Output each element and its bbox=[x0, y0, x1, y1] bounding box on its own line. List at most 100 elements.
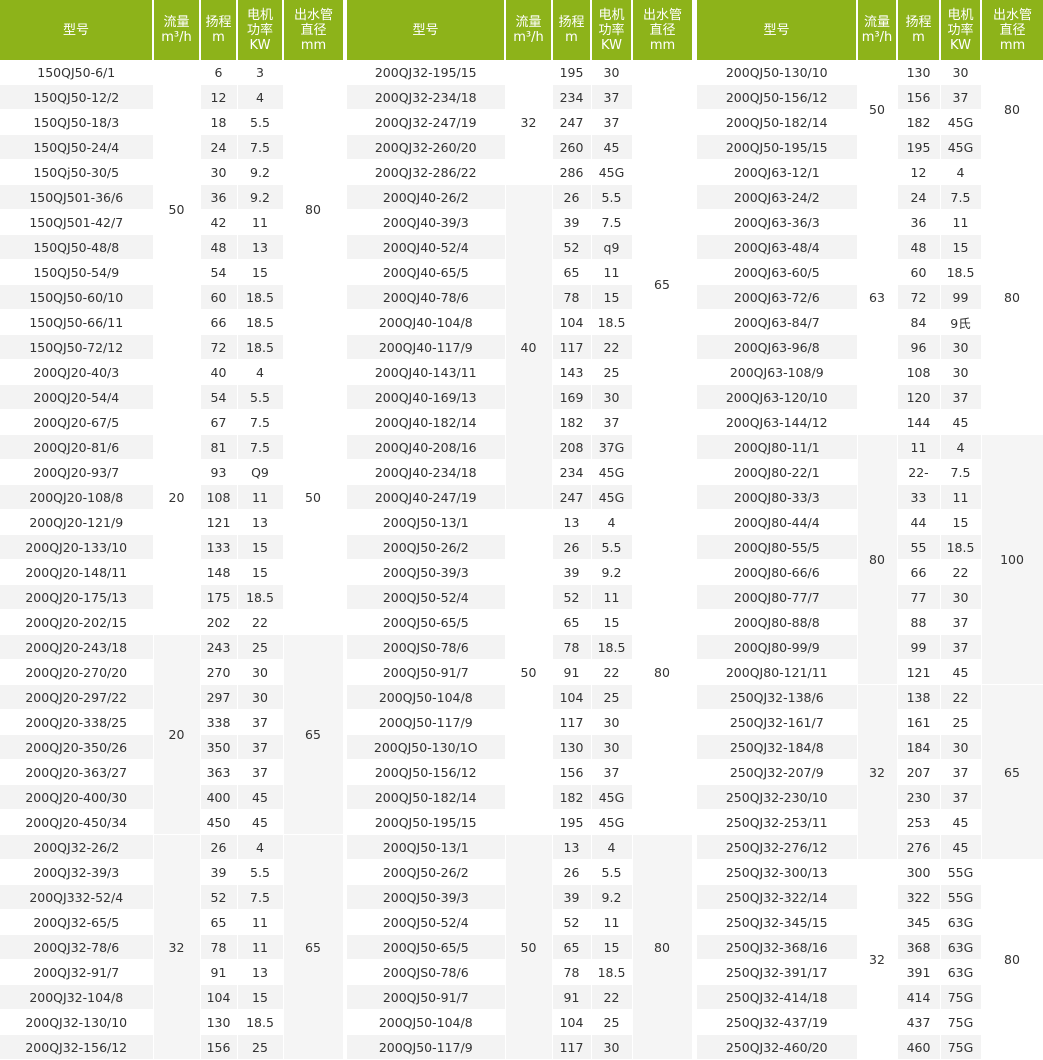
table-row: 200QJ50-104/8 104 25 bbox=[347, 684, 692, 710]
power-cell: 7.5 bbox=[237, 884, 284, 910]
head-cell: 12 bbox=[200, 84, 238, 110]
power-cell: 9.2 bbox=[237, 184, 284, 210]
head-cell: 108 bbox=[897, 359, 941, 385]
head-cell: 39 bbox=[200, 859, 238, 885]
power-cell: 45G bbox=[591, 809, 633, 835]
head-cell: 130 bbox=[552, 734, 592, 760]
model-cell: 200QJ50-65/5 bbox=[347, 609, 506, 635]
table-row: 200QJ63-60/5 60 18.5 bbox=[697, 259, 1043, 285]
table-row: 250QJ32-230/10 230 37 bbox=[697, 784, 1043, 810]
table-row: 200QJ40-143/11 143 25 bbox=[347, 359, 692, 385]
power-cell: 5.5 bbox=[591, 184, 633, 210]
power-cell: 18.5 bbox=[237, 309, 284, 335]
header-outlet-line: 直径 bbox=[999, 22, 1026, 38]
head-cell: 60 bbox=[200, 284, 238, 310]
table-row: 200QJ63-12/1 63 12 4 80 bbox=[697, 159, 1043, 435]
power-cell: 45G bbox=[940, 134, 982, 160]
model-cell: 150QJ50-12/2 bbox=[0, 84, 154, 110]
table-row: 200QJ20-243/18 20 243 25 65 bbox=[0, 634, 344, 835]
model-cell: 200QJ50-104/8 bbox=[347, 684, 506, 710]
head-cell: 297 bbox=[200, 684, 238, 710]
model-cell: 200QJ50-52/4 bbox=[347, 584, 506, 610]
model-cell: 200QJ32-65/5 bbox=[0, 909, 154, 935]
model-cell: 150QJ501-36/6 bbox=[0, 184, 154, 210]
model-cell: 200QJ20-54/4 bbox=[0, 384, 154, 410]
table-row: 200QJ63-96/8 96 30 bbox=[697, 334, 1043, 360]
model-cell: 150QJ50-18/3 bbox=[0, 109, 154, 135]
model-cell: 200QJ50-52/4 bbox=[347, 909, 506, 935]
model-cell: 200QJ40-169/13 bbox=[347, 384, 506, 410]
power-cell: 15 bbox=[940, 509, 982, 535]
model-cell: 200QJ20-67/5 bbox=[0, 409, 154, 435]
table-row: 200QJ40-65/5 65 11 bbox=[347, 259, 692, 285]
head-cell: 81 bbox=[200, 434, 238, 460]
header-flow-line: 流量 bbox=[515, 15, 542, 30]
head-cell: 66 bbox=[200, 309, 238, 335]
table-row: 200QJ20-400/30 400 45 bbox=[0, 784, 343, 810]
head-cell: 54 bbox=[200, 384, 238, 410]
model-cell: 200QJ40-208/16 bbox=[347, 434, 506, 460]
table-row: 150QJ50-18/3 18 5.5 bbox=[0, 109, 343, 135]
header-outlet: 出水管 直径 mm bbox=[981, 0, 1043, 60]
power-cell: 63G bbox=[940, 934, 982, 960]
model-cell: 200QJ50-39/3 bbox=[347, 559, 506, 585]
power-cell: 7.5 bbox=[940, 459, 982, 485]
head-cell: 88 bbox=[897, 609, 941, 635]
model-cell: 200QJ20-121/9 bbox=[0, 509, 154, 535]
head-cell: 143 bbox=[552, 359, 592, 385]
power-cell: 7.5 bbox=[237, 134, 284, 160]
model-cell: 150QJ50-54/9 bbox=[0, 259, 154, 285]
power-cell: 22 bbox=[591, 659, 633, 685]
model-cell: 200QJ20-350/26 bbox=[0, 734, 154, 760]
table-row: 200QJ50-91/7 91 22 bbox=[347, 984, 692, 1010]
table-row: 200QJ50-156/12 156 37 bbox=[347, 759, 692, 785]
model-cell: 200QJ32-260/20 bbox=[347, 134, 506, 160]
power-cell: 45G bbox=[591, 459, 633, 485]
head-cell: 48 bbox=[897, 234, 941, 260]
header-outlet-line: mm bbox=[300, 37, 327, 53]
model-cell: 250QJ32-414/18 bbox=[697, 984, 858, 1010]
header-power: 电机 功率 KW bbox=[940, 0, 982, 60]
model-cell: 200QJ32-156/12 bbox=[0, 1034, 154, 1060]
header-outlet: 出水管 直径 mm bbox=[632, 0, 692, 60]
flow-cell: 40 bbox=[505, 184, 553, 510]
model-cell: 200QJ80-33/3 bbox=[697, 484, 858, 510]
head-cell: 91 bbox=[200, 959, 238, 985]
head-cell: 121 bbox=[200, 509, 238, 535]
model-cell: 200QJ63-24/2 bbox=[697, 184, 858, 210]
header-outlet-line: 出水管 bbox=[642, 7, 682, 23]
head-cell: 91 bbox=[552, 659, 592, 685]
power-cell: 18.5 bbox=[591, 309, 633, 335]
head-cell: 26 bbox=[552, 184, 592, 210]
model-cell: 150QJ50-6/1 bbox=[0, 60, 154, 85]
model-cell: 200QJ50-91/7 bbox=[347, 984, 506, 1010]
model-cell: 250QJ32-207/9 bbox=[697, 759, 858, 785]
header-head-line: 扬程 bbox=[205, 15, 232, 30]
flow-cell: 50 bbox=[505, 834, 553, 1060]
power-cell: 37G bbox=[591, 434, 633, 460]
table-row: 200QJ40-208/16 208 37G bbox=[347, 434, 692, 460]
header-row: 型号 流量 m³/h 扬程 m 电机 功率 KW 出水管 直径 mm bbox=[0, 0, 343, 60]
table-row: 200QJ20-270/20 270 30 bbox=[0, 659, 343, 685]
table-row: 200QJ50-26/2 26 5.5 bbox=[347, 534, 692, 560]
model-cell: 200QJ20-400/30 bbox=[0, 784, 154, 810]
model-cell: 200QJ63-12/1 bbox=[697, 159, 858, 185]
spec-table-1: 型号 流量 m³/h 扬程 m 电机 功率 KW 出水管 直径 mm 150QJ50-6/1 50 6 3 8… bbox=[0, 0, 344, 1060]
model-cell: 200QJ32-130/10 bbox=[0, 1009, 154, 1035]
power-cell: 15 bbox=[237, 259, 284, 285]
table-row: 200QJ80-44/4 44 15 bbox=[697, 509, 1043, 535]
power-cell: 13 bbox=[237, 509, 284, 535]
header-model: 型号 bbox=[697, 0, 858, 60]
table-row: 200QJ32-39/3 39 5.5 bbox=[0, 859, 343, 885]
power-cell: 18.5 bbox=[237, 334, 284, 360]
head-cell: 13 bbox=[552, 509, 592, 535]
model-cell: 150QJ50-48/8 bbox=[0, 234, 154, 260]
model-cell: 200QJ40-104/8 bbox=[347, 309, 506, 335]
head-cell: 260 bbox=[552, 134, 592, 160]
power-cell: 18.5 bbox=[237, 1009, 284, 1035]
power-cell: 37 bbox=[940, 384, 982, 410]
table-row: 200QJ50-39/3 39 9.2 bbox=[347, 559, 692, 585]
model-cell: 200QJ50-26/2 bbox=[347, 859, 506, 885]
power-cell: 25 bbox=[237, 1034, 284, 1060]
power-cell: 15 bbox=[591, 284, 633, 310]
